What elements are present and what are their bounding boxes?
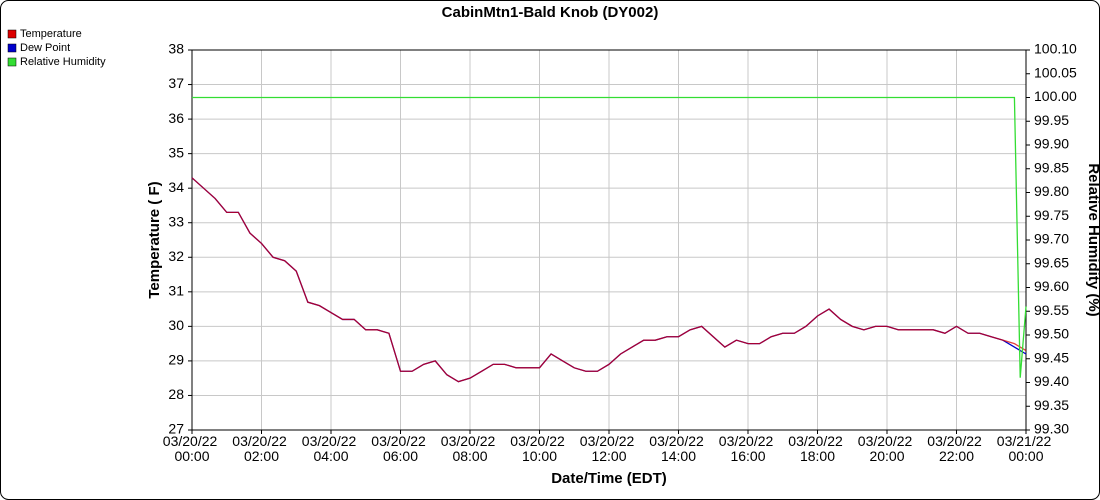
y-tick-label: 36: [168, 110, 184, 126]
y2-tick-label: 99.75: [1034, 207, 1069, 223]
x-tick-label: 03/20/22 20:00: [858, 433, 916, 464]
y2-tick-label: 99.35: [1034, 397, 1069, 413]
y2-tick-label: 99.50: [1034, 326, 1069, 342]
y2-tick-label: 99.40: [1034, 373, 1069, 389]
x-tick-label: 03/21/22 00:00: [997, 433, 1055, 464]
y2-tick-label: 99.80: [1034, 183, 1069, 199]
y-tick-label: 38: [168, 41, 184, 57]
y-axis-label: Temperature ( F): [146, 181, 163, 298]
y-tick-label: 37: [168, 75, 184, 91]
y-tick-label: 35: [168, 144, 184, 160]
y-tick-label: 33: [168, 213, 184, 229]
y2-tick-label: 100.10: [1034, 41, 1077, 57]
y-tick-label: 29: [168, 352, 184, 368]
y2-tick-label: 99.90: [1034, 136, 1069, 152]
x-tick-label: 03/20/22 08:00: [441, 433, 499, 464]
y2-tick-label: 99.65: [1034, 254, 1069, 270]
y2-tick-label: 99.95: [1034, 112, 1069, 128]
x-tick-label: 03/20/22 22:00: [927, 433, 985, 464]
y2-tick-label: 99.85: [1034, 159, 1069, 175]
legend-label: Relative Humidity: [20, 56, 106, 68]
x-tick-label: 03/20/22 14:00: [649, 433, 707, 464]
x-tick-label: 03/20/22 02:00: [232, 433, 290, 464]
y-tick-label: 28: [168, 386, 184, 402]
x-tick-label: 03/20/22 00:00: [163, 433, 221, 464]
x-tick-label: 03/20/22 10:00: [510, 433, 568, 464]
y2-axis-label: Relative Humidity (%): [1085, 163, 1100, 316]
series-line: [192, 96, 1027, 378]
y-tick-label: 30: [168, 317, 184, 333]
series-line: [191, 177, 1027, 383]
y2-tick-label: 99.70: [1034, 231, 1069, 247]
legend-label: Temperature: [20, 28, 82, 40]
x-tick-label: 03/20/22 18:00: [788, 433, 846, 464]
x-tick-label: 03/20/22 04:00: [302, 433, 360, 464]
y2-tick-label: 100.00: [1034, 88, 1077, 104]
x-axis-label: Date/Time (EDT): [551, 470, 667, 487]
y2-tick-label: 100.05: [1034, 64, 1077, 80]
y-tick-label: 31: [168, 283, 184, 299]
y2-tick-label: 99.45: [1034, 349, 1069, 365]
y-tick-label: 34: [168, 179, 184, 195]
x-tick-label: 03/20/22 16:00: [719, 433, 777, 464]
legend-swatch: [7, 29, 17, 39]
y-tick-label: 27: [168, 421, 184, 437]
legend-label: Dew Point: [20, 42, 70, 54]
legend-swatch: [7, 57, 17, 67]
y-tick-label: 32: [168, 248, 184, 264]
y2-tick-label: 99.55: [1034, 302, 1069, 318]
chart-title: CabinMtn1-Bald Knob (DY002): [442, 4, 659, 21]
y2-tick-label: 99.30: [1034, 421, 1069, 437]
x-tick-label: 03/20/22 12:00: [580, 433, 638, 464]
legend-swatch: [7, 43, 17, 53]
plot-border: [191, 49, 1027, 431]
y2-tick-label: 99.60: [1034, 278, 1069, 294]
x-tick-label: 03/20/22 06:00: [371, 433, 429, 464]
